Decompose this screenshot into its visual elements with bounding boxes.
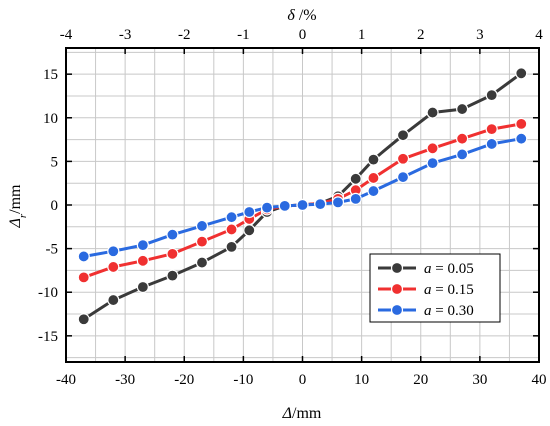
series-point-2 <box>515 132 528 145</box>
series-point-2 <box>195 219 209 233</box>
top-tick-label: -3 <box>119 27 132 43</box>
x-tick-label: -10 <box>233 372 253 388</box>
axis-ticks <box>65 48 540 362</box>
series-point-1 <box>485 123 498 136</box>
y-tick-label: -5 <box>46 242 59 258</box>
top-tick-label: 4 <box>535 27 543 43</box>
legend-marker <box>390 282 404 296</box>
series-point-2 <box>136 239 149 252</box>
y-tick-label: 0 <box>51 198 59 214</box>
top-tick-label: 0 <box>299 27 307 43</box>
series-point-0 <box>136 280 149 294</box>
series-point-1 <box>396 152 410 165</box>
series-point-0 <box>515 67 528 80</box>
x-axis-title: Δ/mm <box>282 405 322 422</box>
series-point-0 <box>485 88 498 102</box>
y-axis-title: Δr/mm <box>7 184 29 229</box>
tick-labels: -40 -30 -20 -10 0 10 20 30 40-4 -3 -2 -1 0 1 2 3 4-15-10… <box>38 27 547 388</box>
x-tick-label: -40 <box>56 372 76 388</box>
top-axis-title: δ /% <box>287 7 316 24</box>
top-tick-label: 3 <box>476 27 484 43</box>
series-point-2 <box>314 198 327 211</box>
series-point-2 <box>456 148 469 161</box>
series-point-2 <box>166 228 179 241</box>
series-point-1 <box>426 142 439 155</box>
x-tick-label: 10 <box>354 372 369 388</box>
series-points <box>77 67 528 326</box>
y-tick-label: 5 <box>51 154 59 170</box>
y-tick-label: -10 <box>38 285 58 301</box>
legend-marker <box>390 261 404 275</box>
series-point-1 <box>195 235 209 248</box>
x-tick-label: -20 <box>174 372 194 388</box>
y-tick-label: 15 <box>43 67 58 83</box>
series-point-2 <box>225 211 238 224</box>
y-tick-label: 10 <box>43 111 58 127</box>
series-point-2 <box>331 196 345 209</box>
x-tick-label: 0 <box>299 372 307 388</box>
series-point-1 <box>225 223 238 236</box>
series-point-2 <box>243 205 256 219</box>
top-tick-label: -4 <box>60 27 73 43</box>
top-tick-label: 1 <box>358 27 366 43</box>
series-point-0 <box>456 102 469 116</box>
series-point-2 <box>278 199 291 212</box>
x-tick-label: 40 <box>532 372 547 388</box>
series-point-0 <box>426 106 439 119</box>
series-point-2 <box>485 137 498 151</box>
series-point-0 <box>349 172 362 185</box>
series-point-2 <box>77 250 90 263</box>
legend: a = 0.05 a = 0.15 a = 0.30 <box>369 253 501 323</box>
y-tick-label: -15 <box>38 329 58 345</box>
series-point-0 <box>367 153 380 166</box>
x-tick-label: 30 <box>472 372 487 388</box>
series-point-2 <box>396 170 410 184</box>
top-tick-label: -1 <box>237 27 250 43</box>
legend-label: a = 0.30 <box>424 303 474 319</box>
series-point-1 <box>367 171 380 185</box>
legend-label: a = 0.15 <box>424 282 474 298</box>
top-tick-label: 2 <box>417 27 425 43</box>
series-point-1 <box>515 117 528 130</box>
x-tick-label: 20 <box>413 372 428 388</box>
legend-marker <box>390 303 404 317</box>
series-point-2 <box>367 184 380 198</box>
series-point-2 <box>260 201 274 214</box>
series-point-0 <box>77 313 90 326</box>
series-point-1 <box>77 271 90 284</box>
top-tick-label: -2 <box>178 27 191 43</box>
series-point-2 <box>296 198 309 212</box>
series-point-1 <box>136 254 149 267</box>
series-point-2 <box>107 245 120 258</box>
series-point-0 <box>396 129 410 142</box>
series-point-0 <box>195 256 209 269</box>
series-point-2 <box>426 157 439 170</box>
legend-label: a = 0.05 <box>424 261 474 277</box>
series-point-1 <box>166 247 179 260</box>
series-point-0 <box>107 293 120 307</box>
series-point-0 <box>166 269 179 282</box>
series-point-0 <box>243 224 256 237</box>
x-tick-label: -30 <box>115 372 135 388</box>
series-point-1 <box>456 132 469 145</box>
series-point-0 <box>225 240 238 253</box>
series-point-1 <box>107 260 120 274</box>
series-point-2 <box>349 192 362 205</box>
